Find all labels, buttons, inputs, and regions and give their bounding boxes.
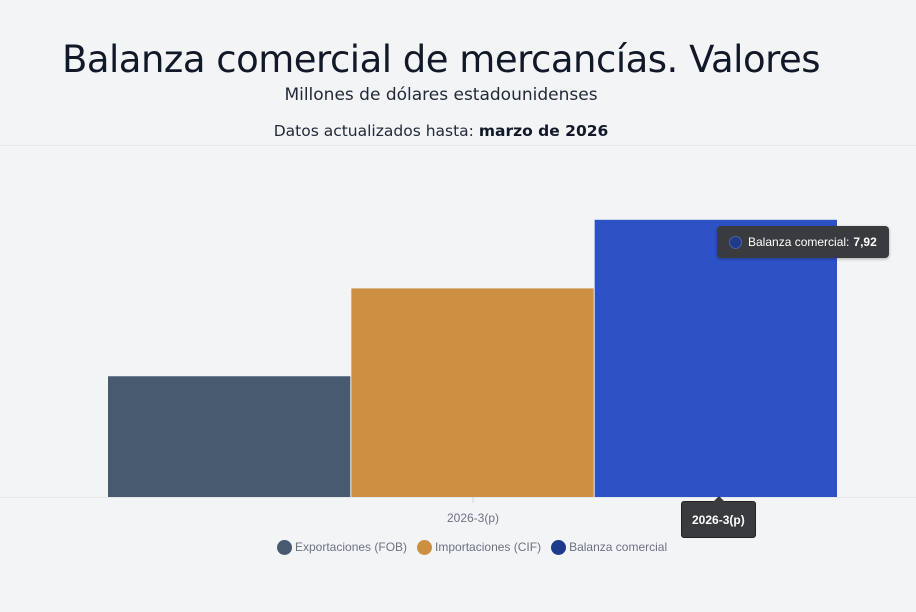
legend: Exportaciones (FOB) Importaciones (CIF) … (277, 538, 677, 556)
legend-item-balanza[interactable]: Balanza comercial (551, 539, 668, 555)
bar-balanza-comercial[interactable] (594, 219, 837, 498)
legend-item-exportaciones[interactable]: Exportaciones (FOB) (277, 539, 408, 555)
legend-swatch (277, 539, 292, 555)
updated-date: marzo de 2026 (478, 122, 609, 140)
value-tooltip: Balanza comercial: 7,92 (717, 226, 889, 258)
tooltip-value: 7,92 (853, 235, 877, 249)
category-tooltip: 2026-3(p) (681, 496, 756, 538)
updated-prefix: Datos actualizados hasta: (273, 122, 479, 140)
bars-group (108, 219, 837, 498)
x-ticks-group: 2026-3(p) (447, 497, 499, 525)
x-tick-label: 2026-3(p) (447, 511, 499, 525)
legend-label: Balanza comercial (569, 540, 668, 554)
header-divider (0, 145, 916, 146)
legend-swatch (551, 539, 567, 555)
chart-subtitle: Millones de dólares estadounidenses (284, 85, 598, 105)
legend-swatch (417, 539, 433, 555)
legend-item-importaciones[interactable]: Importaciones (CIF) (417, 539, 542, 555)
chart-title: Balanza comercial de mercancías. Valores (61, 38, 821, 81)
tooltip-series-label: Balanza comercial: (748, 235, 850, 249)
legend-label: Importaciones (CIF) (435, 540, 542, 554)
tooltip-series-dot (729, 235, 742, 249)
updated-note: Datos actualizados hasta: marzo de 2026 (0, 122, 882, 140)
legend-label: Exportaciones (FOB) (295, 540, 408, 554)
bar-importaciones-cif[interactable] (351, 288, 594, 497)
bar-exportaciones-fob[interactable] (108, 376, 351, 497)
